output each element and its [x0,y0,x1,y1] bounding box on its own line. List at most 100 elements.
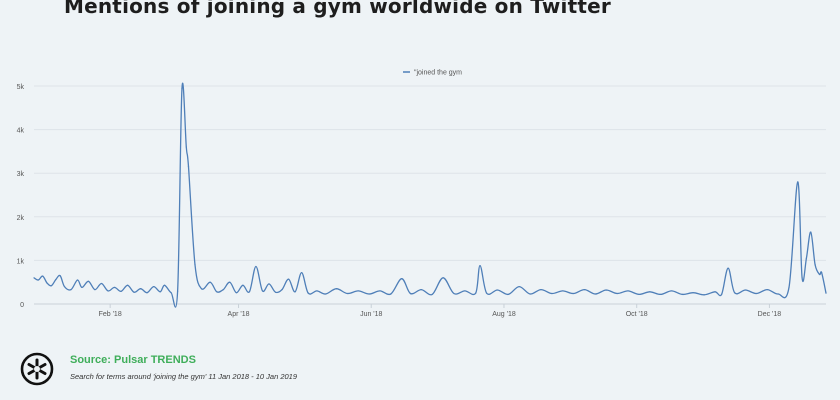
data-point [825,292,827,294]
data-point [140,288,142,290]
data-point [801,277,803,279]
data-point [46,282,48,284]
data-point [496,289,499,291]
data-point [479,265,481,267]
data-point [307,292,309,294]
data-point [442,277,444,279]
data-point [209,281,211,283]
data-point [81,286,83,289]
legend-label: "joined the gym [414,70,462,77]
data-point [727,267,729,269]
y-tick-label: 4k [17,128,25,135]
data-point [379,290,381,292]
x-tick-label: Dec '18 [758,311,782,318]
footer: Source: Pulsar TRENDS Search for terms a… [0,340,840,400]
data-point [100,282,103,285]
data-point [50,285,53,287]
data-point [55,278,57,281]
data-point [529,293,531,295]
data-point [627,290,629,292]
data-point [281,289,283,291]
data-point [818,273,821,275]
y-axis: 0 1k 2k 3k 4k 5k [17,84,25,309]
gridlines [34,85,826,305]
data-point [681,293,683,296]
data-point [163,284,166,286]
data-point [720,293,723,296]
data-point [194,264,196,266]
data-point [518,285,520,288]
data-point [464,290,466,292]
search-note: Search for terms around 'joining the gym… [70,372,298,381]
data-point [368,293,370,295]
y-tick-label: 5k [17,84,25,91]
data-point [159,291,161,293]
data-point [216,291,218,293]
data-point [316,290,318,292]
data-point [146,292,148,294]
data-point [153,285,155,288]
data-point [177,290,179,292]
data-point [37,279,39,281]
data-point [810,231,812,233]
data-point [120,290,122,292]
data-point [734,292,736,294]
data-point [485,292,488,294]
data-point [562,290,564,292]
data-point [235,292,237,294]
data-point [42,275,44,277]
x-tick-label: Apr '18 [228,311,250,318]
data-point [551,292,553,295]
data-point [287,278,290,280]
data-point [94,289,96,291]
series-group [33,82,827,308]
y-tick-label: 0 [20,302,24,309]
data-point [185,146,187,148]
x-axis: Feb '18 Apr '18 Jun '18 Aug '18 Oct '18 Dec '… [99,304,782,318]
data-point [744,289,747,291]
data-point [133,291,135,293]
data-point [507,293,509,296]
data-point [261,290,264,292]
series-line [33,82,827,308]
data-point [229,281,231,283]
data-point [170,292,172,294]
data-point [390,293,392,295]
data-point [670,290,673,292]
chart-container: 0 1k 2k 3k 4k 5k Feb '18 Apr '18 Jun '18 Aug '18… [17,70,827,318]
data-point [409,292,412,295]
data-point [255,265,257,268]
x-tick-label: Feb '18 [99,311,122,318]
data-point [200,288,203,290]
data-point [248,291,251,293]
data-point [649,291,651,293]
data-point [814,264,816,266]
data-point [346,292,348,295]
data-point [268,283,270,285]
data-point [76,279,79,281]
line-chart: 0 1k 2k 3k 4k 5k Feb '18 Apr '18 Jun '18 Aug '18… [17,70,827,318]
data-point [113,286,116,289]
data-point [33,277,35,279]
data-point [63,285,66,288]
data-point [475,292,477,294]
data-point [583,289,586,291]
data-point [274,291,277,293]
data-point [540,289,542,291]
data-point [805,257,808,259]
data-point [107,290,109,292]
data-point [788,286,790,289]
data-point [431,293,433,296]
data-point [420,289,422,291]
legend[interactable]: "joined the gym [403,70,462,77]
data-point [126,284,129,286]
data-point [766,289,768,291]
pulsar-logo-icon [20,352,54,386]
y-tick-label: 2k [17,215,25,222]
data-point [821,272,823,274]
data-point [692,292,694,294]
data-point [594,293,596,295]
x-tick-label: Aug '18 [492,311,516,318]
data-point [638,293,640,296]
x-tick-label: Jun '18 [360,311,382,318]
